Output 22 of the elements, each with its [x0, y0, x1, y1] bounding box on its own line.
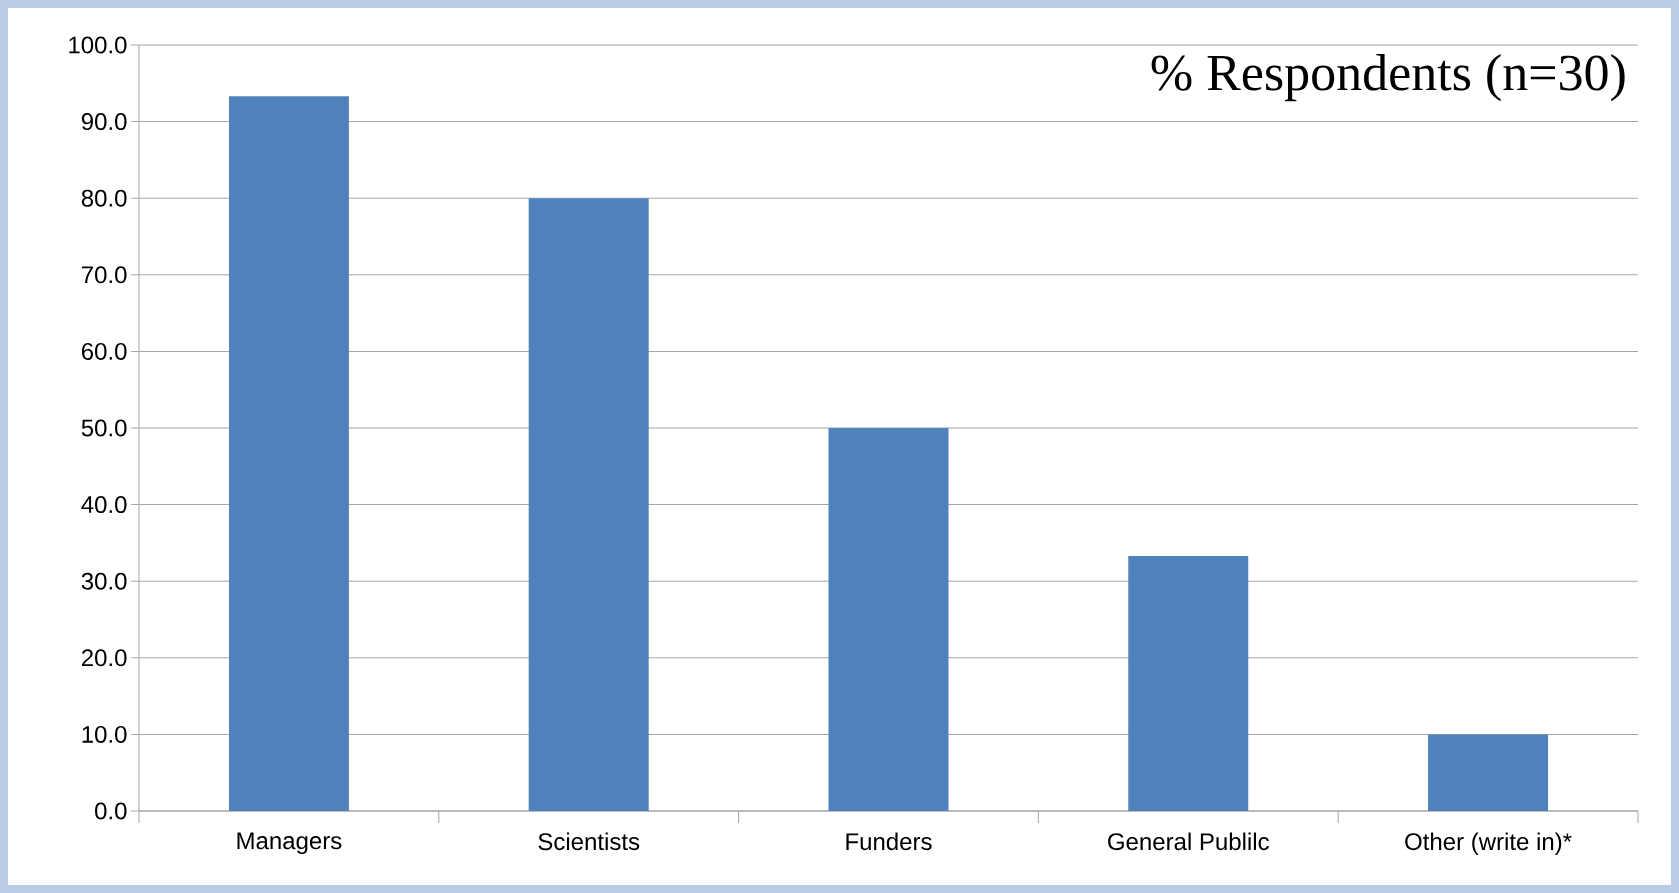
y-tick-label: 0.0 — [95, 802, 127, 820]
y-tick-label: 50.0 — [81, 419, 127, 437]
x-tick-label: Scientists — [538, 832, 640, 851]
chart-title: % Respondents (n=30) — [1151, 54, 1625, 102]
x-tick-label: Other (write in)* — [1405, 832, 1572, 855]
bar — [1128, 555, 1249, 811]
y-tick-label: 100.0 — [69, 36, 127, 54]
bar — [528, 198, 649, 811]
y-tick-label: 60.0 — [81, 342, 127, 360]
y-tick-label: 20.0 — [81, 649, 127, 667]
y-tick-label: 80.0 — [81, 189, 127, 207]
y-tick-label: 40.0 — [81, 496, 127, 514]
x-tick-label: General Publilc — [1108, 832, 1269, 851]
y-tick-label: 10.0 — [82, 725, 127, 743]
y-tick-label: 70.0 — [81, 266, 127, 284]
bar — [1428, 734, 1549, 811]
y-tick-label: 30.0 — [81, 572, 127, 590]
x-tick-label: Managers — [237, 832, 342, 855]
bar — [228, 96, 349, 811]
bar — [828, 427, 949, 811]
x-tick-label: Funders — [846, 832, 932, 851]
y-tick-label: 90.0 — [81, 113, 127, 131]
